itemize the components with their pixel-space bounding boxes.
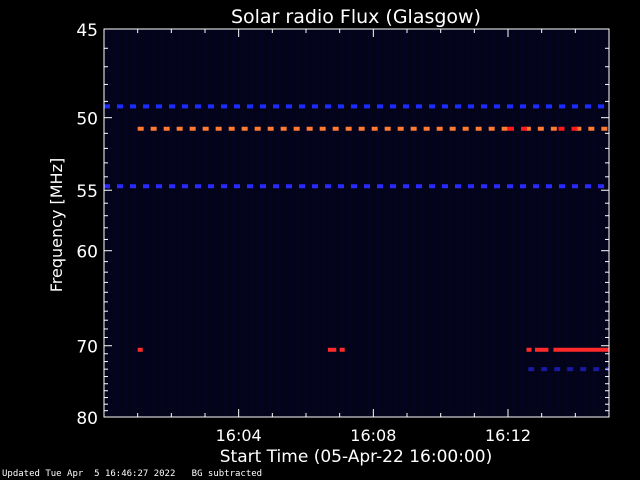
y-tick-label: 80 bbox=[76, 409, 98, 429]
y-tick-label: 70 bbox=[76, 338, 98, 358]
y-tick-label: 45 bbox=[76, 21, 98, 41]
plot-background bbox=[104, 29, 609, 417]
bg-subtracted-note: BG subtracted bbox=[191, 469, 263, 479]
x-tick-label: 16:12 bbox=[485, 426, 531, 445]
x-tick-label: 16:08 bbox=[350, 426, 396, 445]
y-tick-label: 55 bbox=[76, 182, 98, 202]
emission-bands bbox=[104, 104, 609, 372]
chart-title: Solar radio Flux (Glasgow) bbox=[231, 6, 481, 28]
x-tick-label: 16:04 bbox=[216, 426, 262, 445]
y-tick-label: 50 bbox=[76, 110, 98, 130]
footer-status: Updated Tue Apr 5 16:46:27 2022 BG subtr… bbox=[2, 469, 262, 479]
y-axis-label: Frequency [MHz] bbox=[47, 158, 66, 292]
plot-frame bbox=[103, 28, 610, 418]
axis-ticks: 45 50 55 60 70 80 16:04 16:08 16:12 bbox=[76, 21, 609, 445]
plot-area bbox=[104, 29, 609, 417]
updated-timestamp: Updated Tue Apr 5 16:46:27 2022 bbox=[2, 469, 176, 479]
x-axis-label: Start Time (05-Apr-22 16:00:00) bbox=[220, 447, 492, 467]
y-tick-label: 60 bbox=[76, 243, 98, 263]
